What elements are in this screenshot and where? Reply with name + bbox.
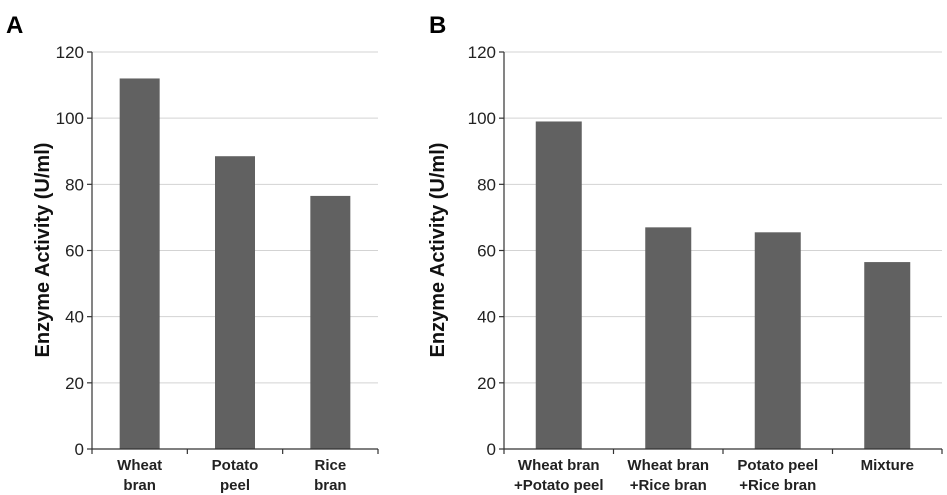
category-labels-b: Wheat bran +Potato peel Wheat bran +Rice br…: [514, 457, 914, 494]
panel-letter-b: B: [429, 12, 446, 39]
y-tick-label: 80: [65, 175, 84, 194]
panel-b: B Enzyme Activity (U/ml) 0 20 40 60 80 100 120…: [427, 12, 943, 494]
x-category-label: Potato: [212, 457, 259, 474]
y-tick-label: 40: [477, 308, 496, 327]
bar: [119, 78, 160, 449]
y-tick-label: 20: [65, 374, 84, 393]
panel-a: A Enzyme Activity (U/ml) 0 20 40 60 80 100 120…: [6, 12, 379, 494]
bars-b: [535, 121, 911, 449]
x-category-label: Wheat bran: [518, 457, 600, 474]
y-tick-label: 60: [477, 242, 496, 261]
y-tick-label: 0: [487, 440, 496, 459]
y-axis-title-b: Enzyme Activity (U/ml): [427, 143, 449, 358]
bars-a: [119, 78, 351, 449]
y-ticks-b: 0 20 40 60 80 100 120: [468, 43, 504, 459]
y-tick-label: 20: [477, 374, 496, 393]
bar: [310, 195, 351, 449]
x-category-label: Wheat: [117, 457, 162, 474]
y-tick-label: 60: [65, 242, 84, 261]
y-ticks-a: 0 20 40 60 80 100 120: [56, 43, 92, 459]
bar: [754, 232, 801, 449]
category-labels-a: Wheat bran Potato peel Rice bran: [117, 457, 346, 494]
bar: [215, 156, 255, 449]
x-category-label: Mixture: [861, 457, 914, 474]
x-category-label: Rice: [314, 457, 346, 474]
y-tick-label: 40: [65, 308, 84, 327]
y-tick-label: 120: [468, 43, 496, 62]
y-tick-label: 0: [75, 440, 84, 459]
x-category-label: peel: [220, 477, 250, 494]
bar: [645, 227, 692, 449]
x-category-label: bran: [314, 477, 347, 494]
x-category-label: +Rice bran: [739, 477, 816, 494]
y-tick-label: 120: [56, 43, 84, 62]
y-tick-label: 100: [468, 109, 496, 128]
x-category-label: Potato peel: [737, 457, 818, 474]
y-tick-label: 80: [477, 175, 496, 194]
x-category-label: bran: [123, 477, 156, 494]
x-category-label: +Rice bran: [630, 477, 707, 494]
x-category-label: +Potato peel: [514, 477, 604, 494]
bar: [535, 121, 582, 449]
x-category-label: Wheat bran: [627, 457, 709, 474]
y-axis-title-a: Enzyme Activity (U/ml): [32, 143, 54, 358]
y-tick-label: 100: [56, 109, 84, 128]
bar: [864, 262, 911, 449]
panel-letter-a: A: [6, 12, 23, 39]
